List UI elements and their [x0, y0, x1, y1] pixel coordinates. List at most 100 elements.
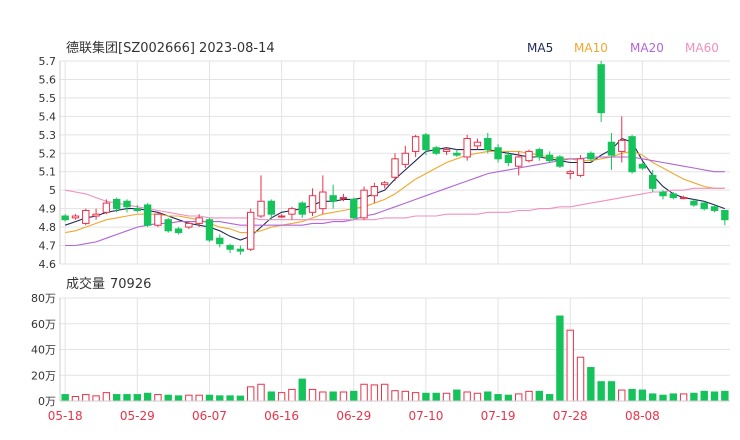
candle: [61, 214, 69, 222]
volume-bar: [216, 395, 224, 402]
volume-bar: [710, 391, 719, 402]
candle-body: [453, 152, 461, 156]
volume-bar: [514, 393, 523, 402]
candle-body: [246, 211, 255, 250]
candle: [154, 212, 162, 228]
price-tick-label: 4.9: [39, 203, 57, 216]
volume-bar: [432, 392, 440, 402]
volume-y-axis: 80万 60万 40万 20万 0万: [31, 292, 56, 408]
date-tick-label: 07-10: [408, 409, 443, 423]
candle: [442, 147, 451, 156]
volume-bar: [339, 391, 348, 402]
volume-bar: [422, 392, 430, 402]
candle-body: [370, 185, 379, 197]
volume-bar: [628, 388, 636, 402]
volume-tick-label: 60万: [31, 318, 56, 331]
candle: [288, 206, 296, 220]
volume-bar: [143, 392, 152, 402]
volume-bar: [267, 391, 276, 402]
volume-title: 成交量 70926: [66, 276, 151, 292]
candle: [473, 138, 482, 150]
candle: [618, 116, 626, 163]
candle-body: [411, 136, 420, 152]
candle-body: [679, 197, 688, 200]
candle-body: [638, 163, 647, 169]
volume-bar: [401, 390, 410, 402]
volume-bar: [360, 383, 368, 402]
candle: [308, 188, 317, 217]
candle-body: [597, 64, 605, 114]
candle-body: [174, 228, 183, 234]
candle-body: [432, 147, 440, 154]
date-tick-label: 08-08: [625, 409, 660, 423]
candle-body: [401, 152, 410, 165]
volume-bars: [61, 315, 729, 402]
volume-bar: [484, 391, 492, 402]
candle-body: [123, 200, 131, 208]
date-tick-label: 06-16: [264, 409, 299, 423]
candle: [257, 175, 265, 218]
candle: [185, 221, 193, 229]
volume-bar: [442, 392, 451, 402]
volume-bar: [690, 392, 698, 402]
volume-tick-label: 0万: [38, 395, 56, 408]
candle-body: [205, 219, 214, 241]
candle-body: [484, 138, 492, 151]
volume-bar: [174, 395, 183, 402]
candle-body: [226, 245, 234, 250]
candle: [710, 204, 719, 213]
candle: [566, 169, 574, 180]
candle-body: [422, 134, 430, 151]
candle: [226, 243, 234, 253]
price-tick-label: 5.2: [39, 147, 57, 160]
volume-bar: [308, 388, 317, 402]
candle: [721, 209, 729, 226]
candle: [360, 186, 368, 220]
volume-bar: [298, 378, 306, 402]
candle: [525, 149, 533, 163]
candle-body: [463, 138, 471, 158]
candle: [494, 144, 502, 163]
candle-body: [154, 213, 162, 226]
candle: [82, 208, 90, 226]
volume-value: 70926: [110, 277, 151, 292]
candle-body: [380, 182, 389, 186]
volume-bar: [525, 390, 533, 402]
volume-bar: [463, 391, 471, 402]
candle: [463, 134, 471, 161]
candle: [659, 190, 667, 200]
volume-bar: [246, 386, 255, 402]
legend-ma5: MA5: [527, 41, 553, 55]
candle-body: [329, 195, 337, 202]
candle: [628, 134, 636, 174]
candle: [102, 199, 111, 215]
candle-body: [319, 191, 327, 210]
candle-body: [504, 154, 513, 163]
volume-tick-label: 80万: [31, 292, 56, 305]
candle-body: [556, 156, 564, 167]
candle: [597, 61, 605, 122]
price-tick-label: 5.1: [39, 166, 57, 179]
candle: [690, 199, 698, 207]
volume-bar: [123, 394, 131, 402]
volume-bar: [607, 381, 616, 402]
volume-bar: [648, 393, 657, 402]
price-tick-label: 5.7: [39, 55, 57, 68]
candle: [123, 199, 131, 213]
volume-bar: [370, 384, 379, 402]
volume-bar: [133, 394, 142, 402]
volume-bar: [154, 394, 162, 402]
volume-bar: [329, 391, 337, 402]
price-tick-label: 5.5: [39, 92, 57, 105]
price-tick-label: 5.6: [39, 73, 57, 86]
candle: [319, 175, 327, 215]
candle-body: [112, 198, 121, 210]
ma-line-ma10: [65, 150, 725, 234]
price-y-axis: 5.7 5.6 5.5 5.4 5.3 5.2 5.1 5 4.9 4.8 4.7 4.6: [39, 55, 57, 271]
volume-tick-label: 40万: [31, 344, 56, 357]
candle: [350, 197, 358, 220]
candle: [133, 204, 142, 213]
candle-body: [607, 141, 616, 156]
candle: [195, 214, 203, 228]
volume-bar: [576, 356, 585, 402]
